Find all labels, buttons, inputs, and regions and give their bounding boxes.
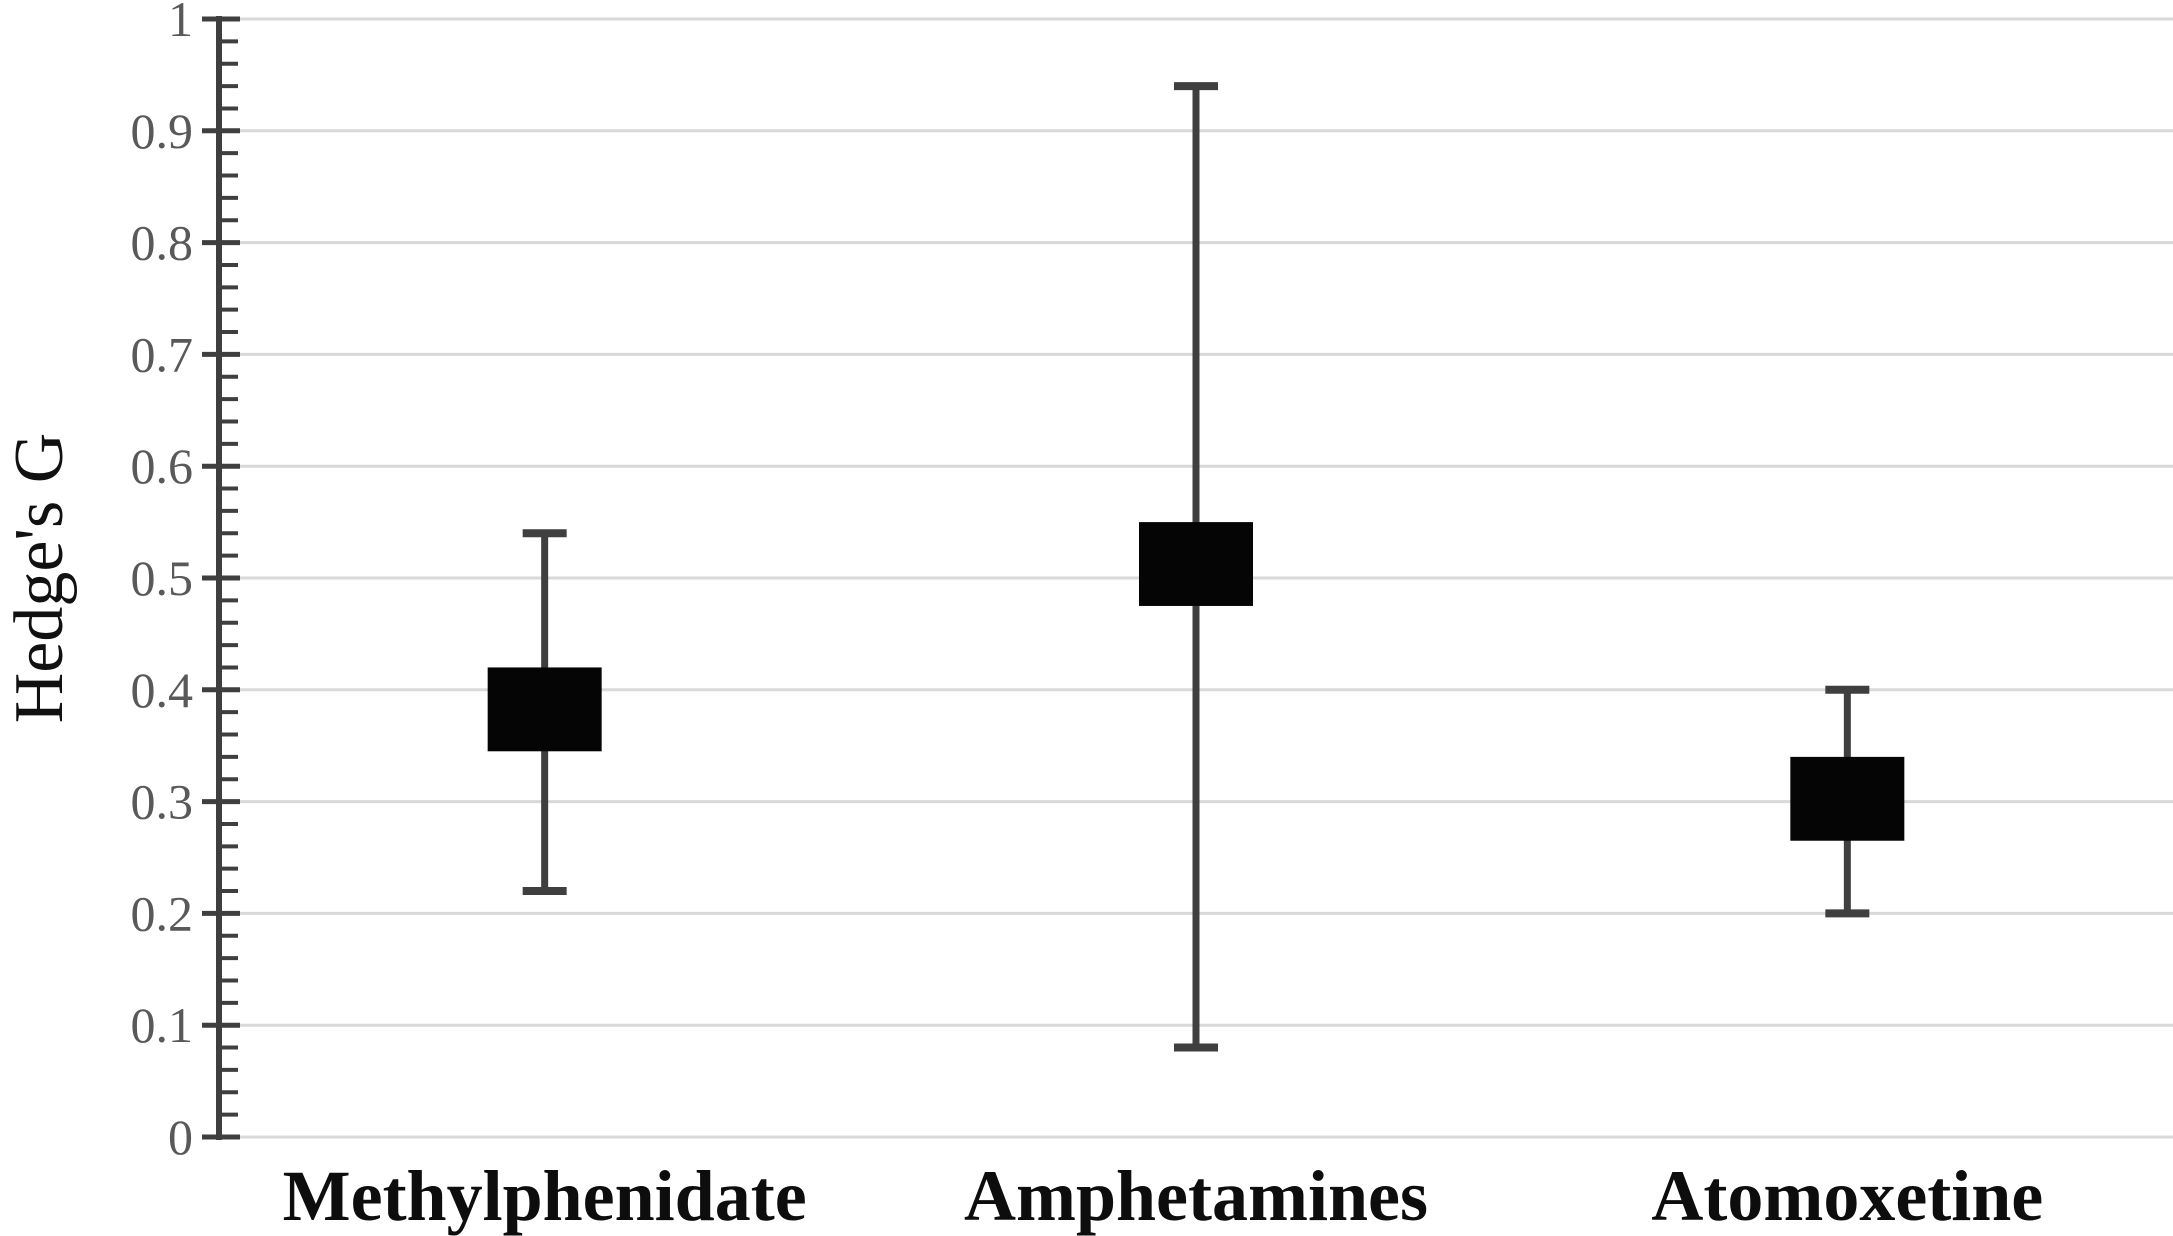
y-tick-label: 0 xyxy=(168,1109,193,1165)
series-layer xyxy=(487,82,1905,1052)
y-tick-label: 0.3 xyxy=(131,774,194,830)
labels-layer: 0 0.1 0.2 0.3 0.4 0.5 0.6 0.7 0.8 0.9 1 Methylpheni… xyxy=(131,0,2044,1236)
category-label: Atomoxetine xyxy=(1651,1156,2043,1236)
y-tick-label: 0.7 xyxy=(131,326,194,382)
y-tick-label: 0.9 xyxy=(131,103,194,159)
y-tick-label: 0.6 xyxy=(131,438,194,494)
y-tick-label: 0.1 xyxy=(131,997,194,1053)
y-tick-label: 0.4 xyxy=(131,662,194,718)
data-box xyxy=(1790,756,1905,841)
y-tick-label: 0.8 xyxy=(131,215,194,271)
category-label: Amphetamines xyxy=(964,1156,1428,1236)
y-tick-label: 0.5 xyxy=(131,550,194,606)
category-label: Methylphenidate xyxy=(283,1156,807,1236)
data-box xyxy=(487,667,602,752)
y-axis-title: Hedge's G xyxy=(1,433,78,724)
data-box xyxy=(1139,522,1253,606)
y-tick-label: 1 xyxy=(168,0,193,47)
y-axis-layer xyxy=(202,16,240,1140)
y-tick-label: 0.2 xyxy=(131,885,194,941)
